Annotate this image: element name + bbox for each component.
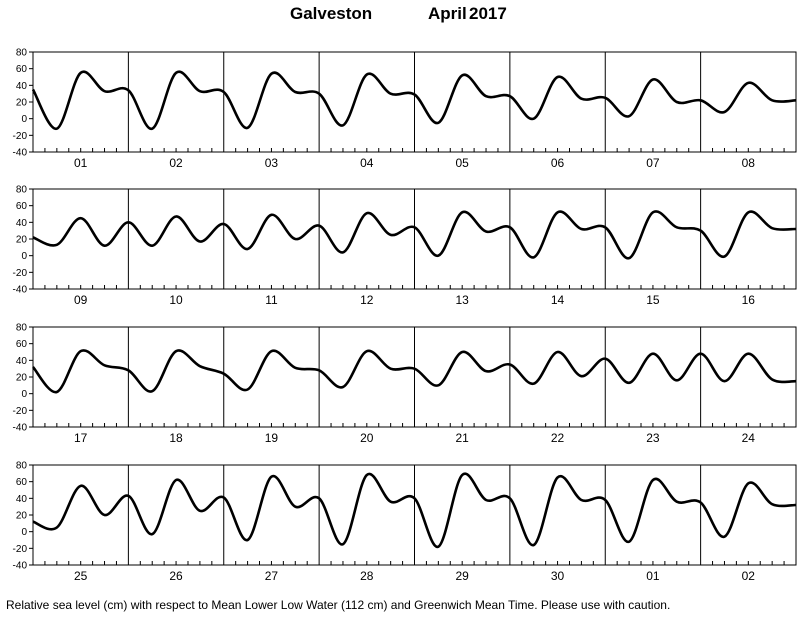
day-label: 05 — [456, 156, 470, 170]
y-tick-label: -40 — [13, 423, 28, 434]
title-location: Galveston — [290, 4, 373, 23]
y-tick-label: -20 — [13, 544, 28, 555]
y-tick-label: 0 — [21, 251, 27, 262]
day-label: 12 — [360, 293, 374, 307]
day-label: 16 — [742, 293, 756, 307]
day-label: 15 — [646, 293, 660, 307]
y-tick-label: 20 — [16, 235, 28, 246]
day-label: 23 — [646, 431, 660, 445]
day-label: 20 — [360, 431, 374, 445]
y-tick-label: -20 — [13, 268, 28, 279]
y-tick-label: 20 — [16, 373, 28, 384]
tide-series-line — [31, 70, 797, 130]
day-label: 07 — [646, 156, 660, 170]
day-label: 02 — [169, 156, 183, 170]
day-label: 25 — [74, 569, 88, 583]
day-label: 30 — [551, 569, 565, 583]
y-tick-label: 20 — [16, 511, 28, 522]
y-tick-label: 80 — [16, 323, 28, 334]
day-label: 10 — [169, 293, 183, 307]
y-tick-label: 60 — [16, 64, 28, 75]
tide-series-line — [31, 349, 797, 394]
y-tick-label: 80 — [16, 48, 28, 59]
footer-note: Relative sea level (cm) with respect to … — [6, 598, 671, 612]
day-label: 02 — [742, 569, 756, 583]
title-year: 2017 — [469, 4, 507, 23]
y-tick-label: 80 — [16, 185, 28, 196]
day-label: 21 — [456, 431, 470, 445]
y-tick-label: 60 — [16, 477, 28, 488]
day-label: 01 — [646, 569, 660, 583]
day-label: 17 — [74, 431, 88, 445]
chart-title: Galveston April 2017 — [0, 4, 800, 26]
y-tick-label: -40 — [13, 285, 28, 296]
day-label: 27 — [265, 569, 279, 583]
y-tick-label: 40 — [16, 494, 28, 505]
y-tick-label: 0 — [21, 114, 27, 125]
y-tick-label: 60 — [16, 339, 28, 350]
y-tick-label: 40 — [16, 81, 28, 92]
day-label: 24 — [742, 431, 756, 445]
day-label: 29 — [456, 569, 470, 583]
y-tick-label: -20 — [13, 131, 28, 142]
day-label: 13 — [456, 293, 470, 307]
y-tick-label: 80 — [16, 461, 28, 472]
day-label: 06 — [551, 156, 565, 170]
day-label: 04 — [360, 156, 374, 170]
day-label: 03 — [265, 156, 279, 170]
y-tick-label: 0 — [21, 527, 27, 538]
y-tick-label: -20 — [13, 406, 28, 417]
day-label: 26 — [169, 569, 183, 583]
y-tick-label: 40 — [16, 356, 28, 367]
day-label: 09 — [74, 293, 88, 307]
title-month: April — [428, 4, 467, 23]
y-tick-label: 0 — [21, 389, 27, 400]
y-tick-label: -40 — [13, 148, 28, 159]
day-label: 22 — [551, 431, 565, 445]
day-label: 28 — [360, 569, 374, 583]
y-tick-label: -40 — [13, 561, 28, 572]
y-tick-label: 20 — [16, 98, 28, 109]
day-label: 18 — [169, 431, 183, 445]
tide-series-line — [32, 472, 797, 548]
y-tick-label: 60 — [16, 201, 28, 212]
day-label: 08 — [742, 156, 756, 170]
day-label: 19 — [265, 431, 279, 445]
day-label: 14 — [551, 293, 565, 307]
day-label: 11 — [265, 293, 278, 307]
tide-series-line — [32, 210, 797, 260]
day-label: 01 — [74, 156, 88, 170]
y-tick-label: 40 — [16, 218, 28, 229]
